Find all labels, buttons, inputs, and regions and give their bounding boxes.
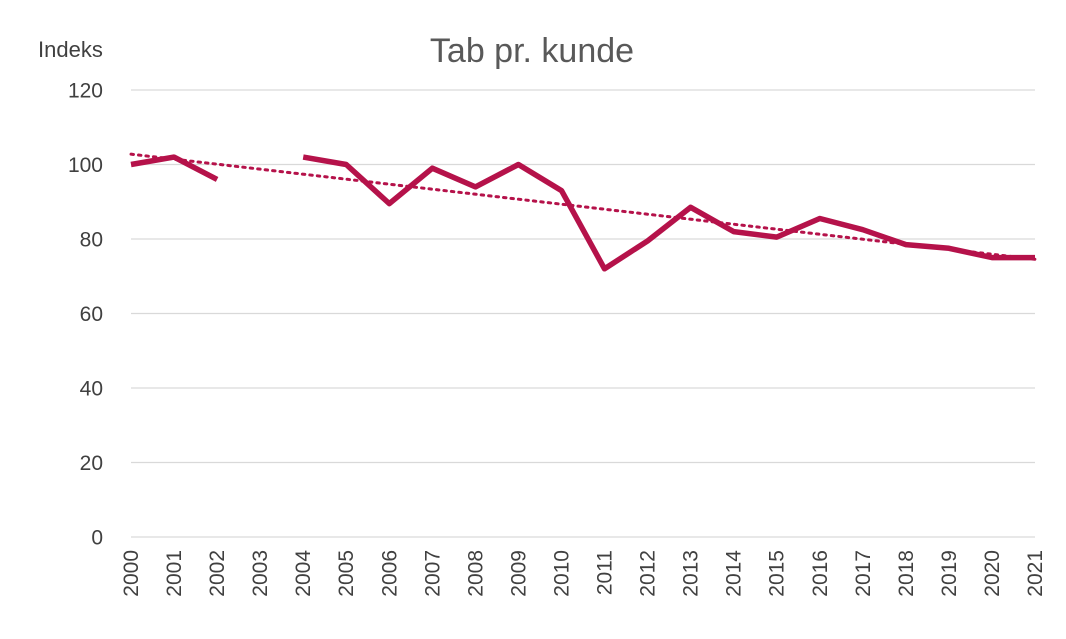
- x-tick-label: 2005: [335, 550, 358, 597]
- y-axis-label: Indeks: [38, 37, 103, 62]
- x-tick-label: 2010: [550, 550, 573, 597]
- x-tick-label: 2016: [809, 550, 832, 597]
- x-tick-label: 2020: [981, 550, 1004, 597]
- x-tick-label: 2015: [766, 550, 789, 597]
- x-axis-ticks: 2000 2001 2002 2003 2004 2005 2006 2007 2008 2009…: [120, 550, 1047, 597]
- x-tick-label: 2017: [852, 550, 875, 597]
- y-tick-label: 20: [80, 452, 103, 475]
- series-layer: [130, 154, 1035, 272]
- x-tick-label: 2000: [120, 550, 143, 597]
- x-tick-label: 2003: [249, 550, 272, 597]
- x-tick-label: 2014: [723, 550, 746, 597]
- x-tick-label: 2018: [895, 550, 918, 597]
- x-tick-label: 2001: [163, 550, 186, 597]
- x-tick-label: 2011: [594, 550, 617, 595]
- chart-title: Tab pr. kunde: [430, 32, 634, 70]
- y-tick-label: 0: [91, 527, 103, 550]
- y-tick-label: 120: [68, 80, 103, 103]
- trendline: [129, 152, 1037, 261]
- x-tick-label: 2002: [206, 550, 229, 597]
- y-tick-label: 60: [80, 303, 103, 326]
- gridlines: [131, 89, 1035, 538]
- x-tick-label: 2006: [378, 550, 401, 597]
- x-tick-label: 2021: [1024, 550, 1047, 597]
- y-axis-ticks: 0 20 40 60 80 100 120: [68, 80, 103, 550]
- series-line: [130, 154, 219, 182]
- y-tick-label: 40: [80, 378, 103, 401]
- series-line: [302, 154, 1035, 272]
- x-tick-label: 2019: [938, 550, 961, 597]
- trendline-layer: [129, 152, 1037, 261]
- y-tick-label: 100: [68, 154, 103, 177]
- x-tick-label: 2008: [464, 550, 487, 597]
- x-tick-label: 2007: [421, 550, 444, 597]
- y-tick-label: 80: [80, 229, 103, 252]
- x-tick-label: 2012: [637, 550, 660, 597]
- x-tick-label: 2009: [507, 550, 530, 597]
- x-tick-label: 2013: [680, 550, 703, 597]
- x-tick-label: 2004: [292, 550, 315, 597]
